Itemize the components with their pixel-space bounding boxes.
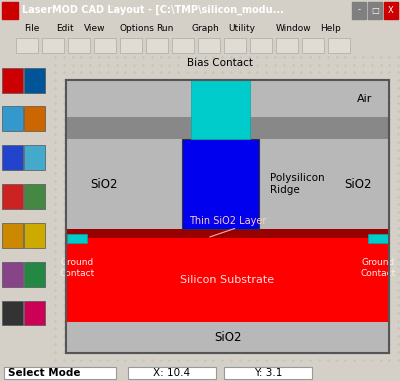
Text: -: - <box>357 6 360 14</box>
Text: SiO2: SiO2 <box>90 178 118 190</box>
Text: Options: Options <box>120 24 155 33</box>
Text: SiO2: SiO2 <box>214 331 241 344</box>
Bar <box>4 367 116 379</box>
Bar <box>182 139 259 229</box>
Bar <box>328 38 350 53</box>
Bar <box>24 106 45 131</box>
Bar <box>2 301 22 325</box>
Bar <box>2 145 22 170</box>
Bar <box>302 38 324 53</box>
Bar <box>66 80 390 353</box>
Bar <box>16 38 38 53</box>
Text: Run: Run <box>156 24 173 33</box>
Bar <box>24 262 45 287</box>
Bar <box>66 80 390 117</box>
Text: Utility: Utility <box>228 24 255 33</box>
Text: Silicon Substrate: Silicon Substrate <box>180 275 274 285</box>
Text: X: X <box>388 6 394 14</box>
Bar <box>190 80 250 139</box>
Bar <box>66 239 390 322</box>
Bar <box>224 38 246 53</box>
Text: SiO2: SiO2 <box>344 178 372 190</box>
Text: Help: Help <box>320 24 341 33</box>
Bar <box>24 145 45 170</box>
Bar <box>128 367 216 379</box>
Text: Ground
Contact: Ground Contact <box>60 258 95 278</box>
Bar <box>66 322 390 353</box>
Bar <box>66 80 390 353</box>
Bar <box>2 106 22 131</box>
Bar <box>2 2 18 19</box>
Text: Select Mode: Select Mode <box>8 368 80 378</box>
Text: File: File <box>24 24 39 33</box>
Bar <box>66 139 390 229</box>
Bar <box>224 367 312 379</box>
Bar <box>42 38 64 53</box>
Text: Polysilicon
Ridge: Polysilicon Ridge <box>270 173 324 195</box>
Text: View: View <box>84 24 106 33</box>
Bar <box>66 117 390 139</box>
Bar <box>368 2 382 19</box>
Text: □: □ <box>371 6 379 14</box>
Bar <box>384 2 398 19</box>
Text: X: 10.4: X: 10.4 <box>154 368 190 378</box>
Bar <box>66 229 390 239</box>
Bar <box>2 184 22 209</box>
Bar <box>24 223 45 248</box>
Bar <box>368 234 388 243</box>
Bar <box>120 38 142 53</box>
Bar <box>94 38 116 53</box>
Text: Y: 3.1: Y: 3.1 <box>254 368 282 378</box>
Text: LaserMOD CAD Layout - [C:\TMP\silicon_modu...: LaserMOD CAD Layout - [C:\TMP\silicon_mo… <box>22 5 284 15</box>
Bar <box>2 68 22 93</box>
Text: Window: Window <box>276 24 312 33</box>
Bar <box>172 38 194 53</box>
Bar <box>250 38 272 53</box>
Bar <box>2 223 22 248</box>
Bar <box>67 234 87 243</box>
Text: Edit: Edit <box>56 24 74 33</box>
Text: Ground
Contact: Ground Contact <box>360 258 396 278</box>
Text: Graph: Graph <box>192 24 220 33</box>
Bar <box>352 2 366 19</box>
Bar <box>146 38 168 53</box>
Bar <box>276 38 298 53</box>
Text: Air: Air <box>356 94 372 104</box>
Bar <box>24 68 45 93</box>
Text: Bias Contact: Bias Contact <box>188 58 254 68</box>
Bar <box>24 184 45 209</box>
Text: Thin SiO2 Layer: Thin SiO2 Layer <box>189 216 266 226</box>
Bar <box>198 38 220 53</box>
Bar <box>2 262 22 287</box>
Bar <box>24 301 45 325</box>
Bar <box>68 38 90 53</box>
